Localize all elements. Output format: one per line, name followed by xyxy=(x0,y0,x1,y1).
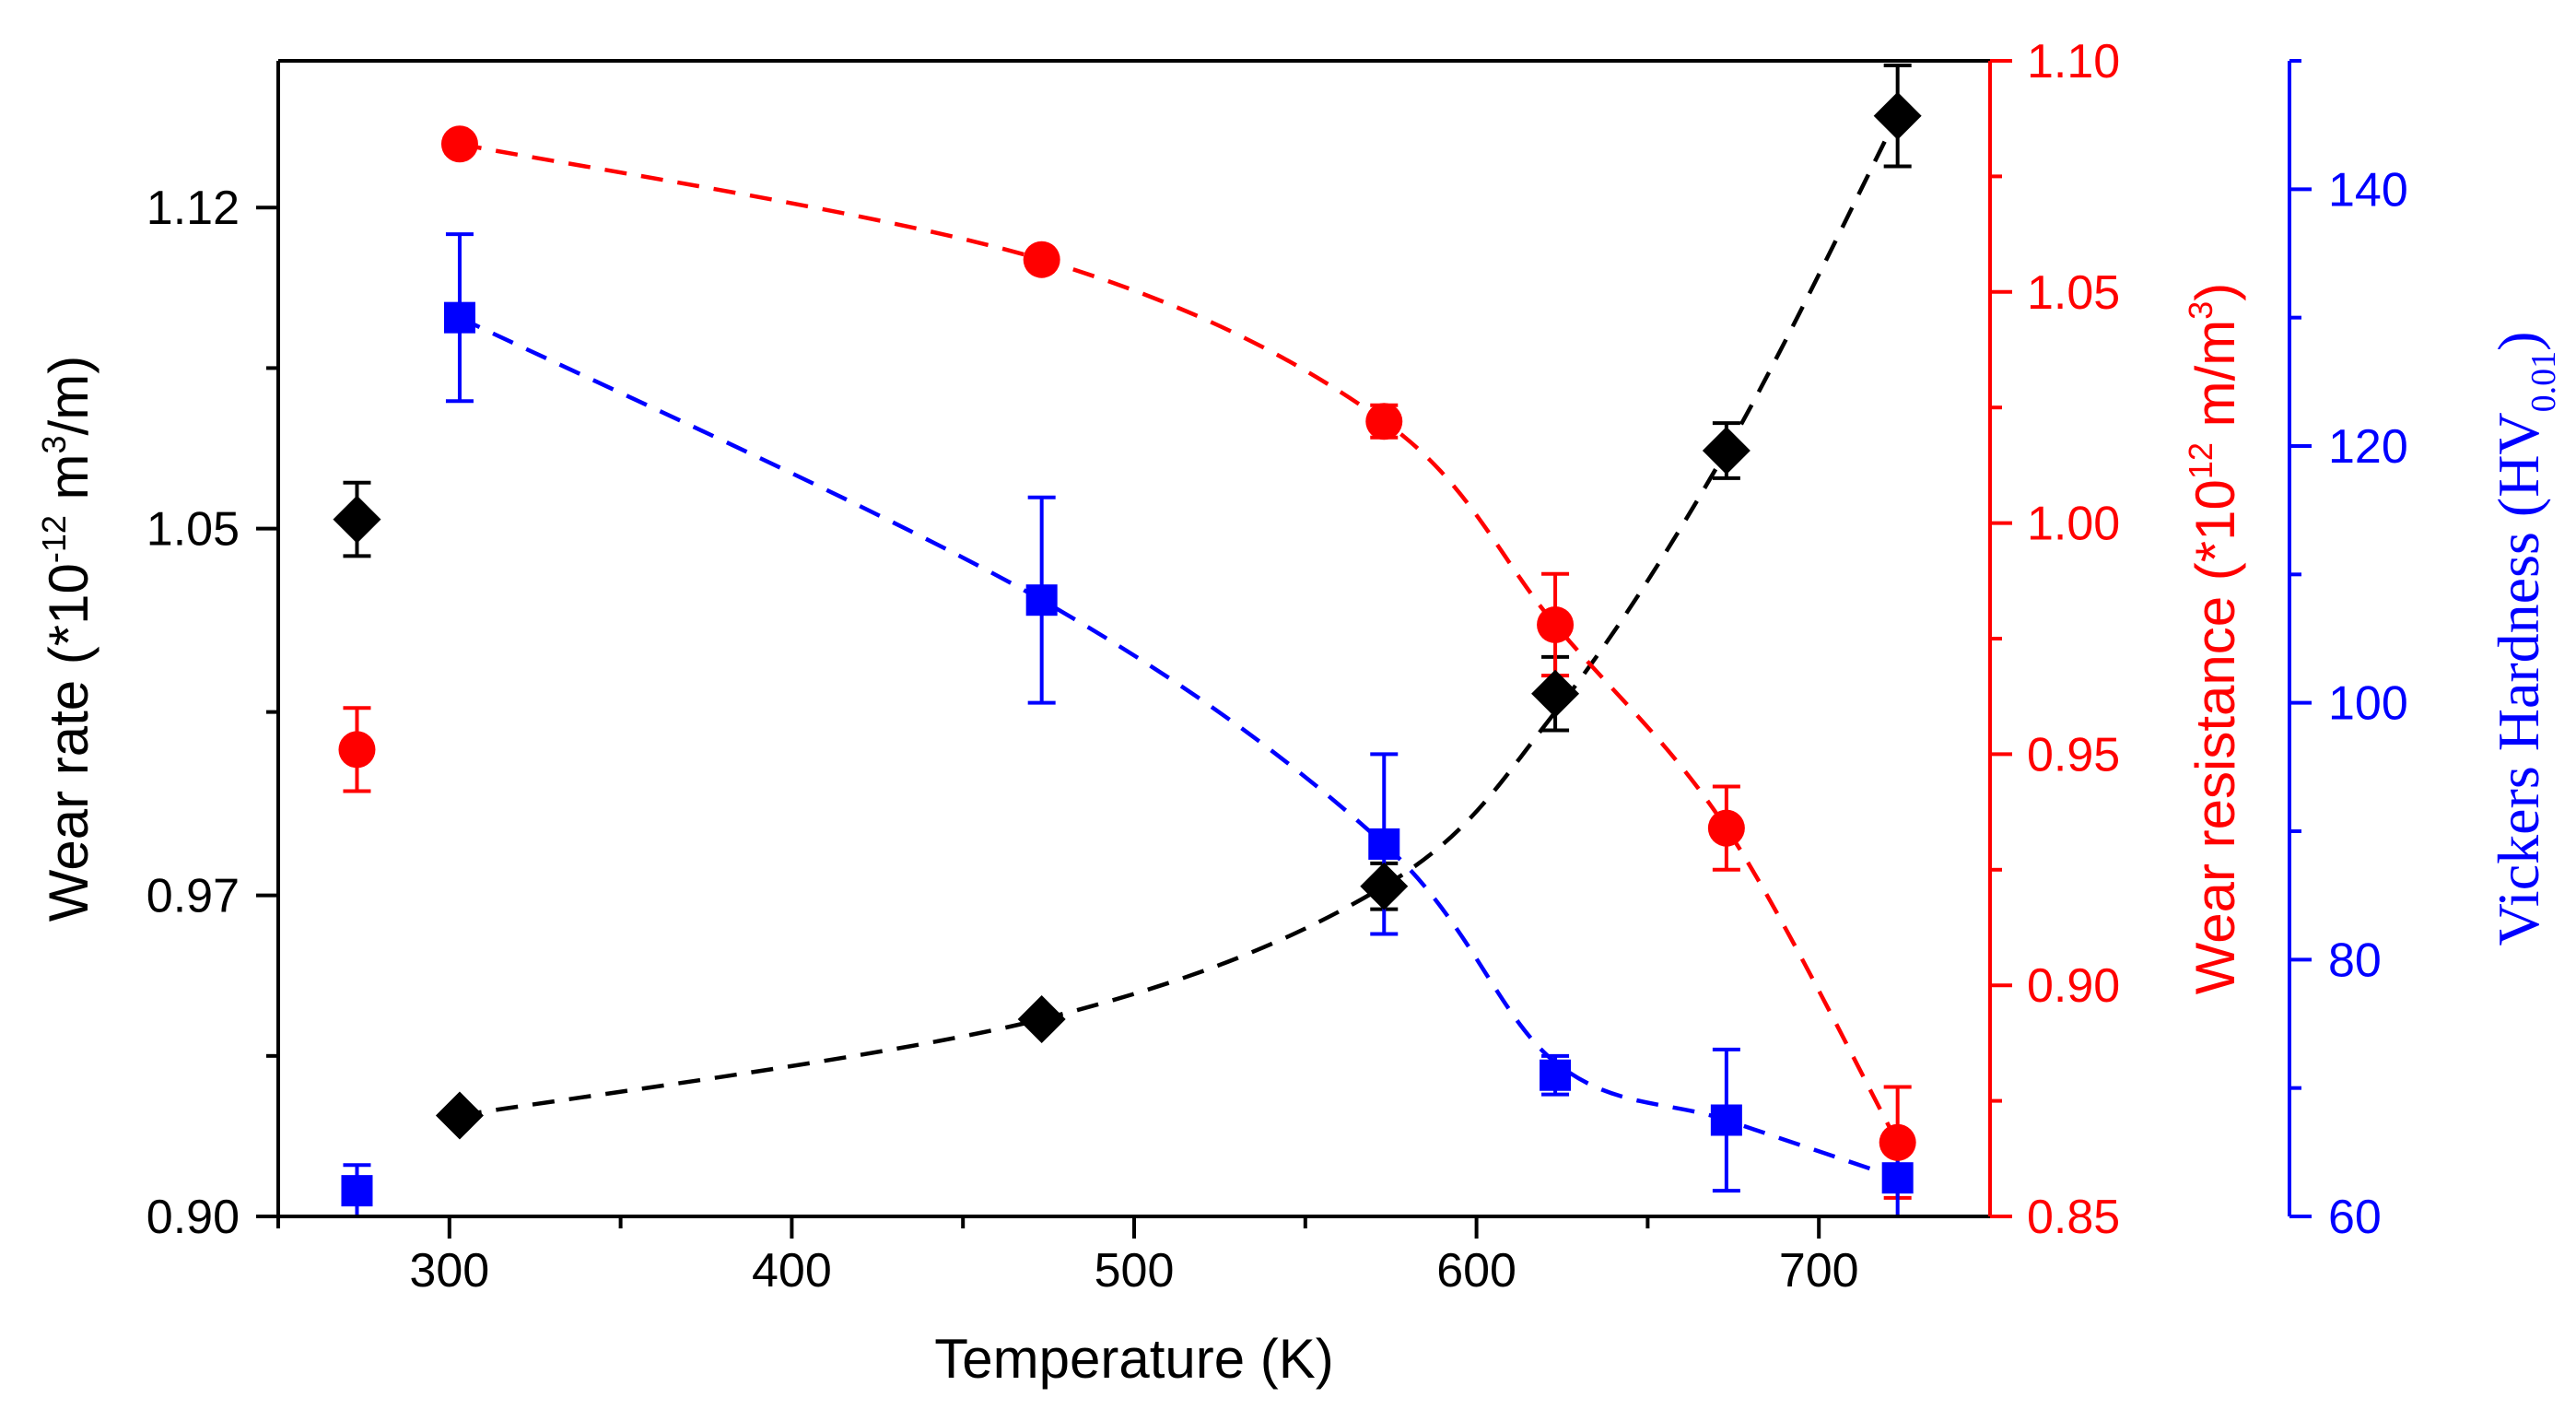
vickers-hardness-square-marker xyxy=(1368,828,1400,860)
wear-resistance-circle-marker xyxy=(1537,605,1575,643)
right-red-tick-label: 1.05 xyxy=(2027,266,2120,320)
right-blue-title-part: ) xyxy=(2486,332,2551,351)
right-red-title-sup: 3 xyxy=(2182,301,2219,320)
left-title-sup: 3 xyxy=(35,435,73,453)
left-axis-title: Wear rate (*10-12 m3/m) xyxy=(35,356,100,922)
left-y-tick-label: 1.12 xyxy=(146,182,240,235)
right-blue-tick-label: 100 xyxy=(2328,677,2408,731)
right-blue-title-part: Vickers Hardness (HV xyxy=(2486,412,2551,945)
wear-rate-diamond-marker xyxy=(1531,669,1580,718)
right-blue-tick-label: 60 xyxy=(2328,1191,2382,1244)
left-title-part: /m) xyxy=(38,356,100,436)
left-y-tick-label: 1.05 xyxy=(146,503,240,557)
vickers-hardness-square-marker xyxy=(1025,584,1058,617)
wear-resistance-circle-marker xyxy=(338,731,376,769)
left-y-tick-label: 0.97 xyxy=(146,870,240,923)
right-red-title-sup: 12 xyxy=(2182,442,2219,479)
right-blue-tick-label: 80 xyxy=(2328,934,2382,987)
wear-rate-diamond-marker xyxy=(1873,91,1922,140)
x-tick-label: 300 xyxy=(409,1244,489,1298)
right-red-title-part: Wear resistance (*10 xyxy=(2184,479,2246,994)
vickers-hardness-square-marker xyxy=(341,1175,373,1207)
wear-resistance-circle-marker xyxy=(1365,403,1403,440)
x-tick-label: 600 xyxy=(1436,1244,1516,1298)
wear-rate-diamond-marker xyxy=(1702,426,1751,475)
right-red-title-part: ) xyxy=(2184,283,2246,301)
vickers-hardness-square-marker xyxy=(443,301,475,334)
right-red-tick-label: 1.00 xyxy=(2027,498,2120,551)
right-blue-tick-label: 120 xyxy=(2328,420,2408,474)
left-title-sup: -12 xyxy=(35,515,73,563)
wear-rate-diamond-marker xyxy=(333,495,381,544)
right-red-tick-label: 0.85 xyxy=(2027,1191,2120,1244)
x-tick-label: 500 xyxy=(1095,1244,1175,1298)
wear-resistance-circle-marker xyxy=(1879,1123,1916,1161)
x-axis-title: Temperature (K) xyxy=(934,1328,1333,1390)
wear-resistance-circle-marker xyxy=(440,125,478,163)
vickers-hardness-square-marker xyxy=(1881,1162,1914,1194)
wear-resistance-circle-marker xyxy=(1707,809,1745,847)
wear-resistance-fit-curve xyxy=(459,142,1900,1144)
wear-rate-diamond-marker xyxy=(435,1091,484,1140)
right-red-tick-label: 1.10 xyxy=(2027,35,2120,88)
right-blue-tick-label: 140 xyxy=(2328,163,2408,217)
wear-resistance-circle-marker xyxy=(1023,241,1060,278)
x-tick-label: 700 xyxy=(1779,1244,1859,1298)
vickers-hardness-square-marker xyxy=(1710,1104,1742,1136)
right-red-tick-label: 0.90 xyxy=(2027,959,2120,1013)
wear-rate-fit-curve xyxy=(459,114,1900,1118)
left-title-part: Wear rate (*10 xyxy=(38,563,100,922)
left-y-tick-label: 0.90 xyxy=(146,1191,240,1244)
wear-rate-diamond-marker xyxy=(1360,862,1409,910)
right-red-tick-label: 0.95 xyxy=(2027,728,2120,781)
right-red-axis-title: Wear resistance (*1012 m/m3) xyxy=(2182,283,2246,995)
vickers-hardness-square-marker xyxy=(1540,1059,1572,1091)
wear-rate-diamond-marker xyxy=(1017,995,1066,1044)
right-red-title-part: m/m xyxy=(2184,320,2246,442)
right-blue-axis-title: Vickers Hardness (HV0.01) xyxy=(2486,332,2563,946)
right-blue-title-sub: 0.01 xyxy=(2524,351,2563,413)
x-tick-label: 400 xyxy=(752,1244,832,1298)
left-title-part: m xyxy=(38,453,100,515)
